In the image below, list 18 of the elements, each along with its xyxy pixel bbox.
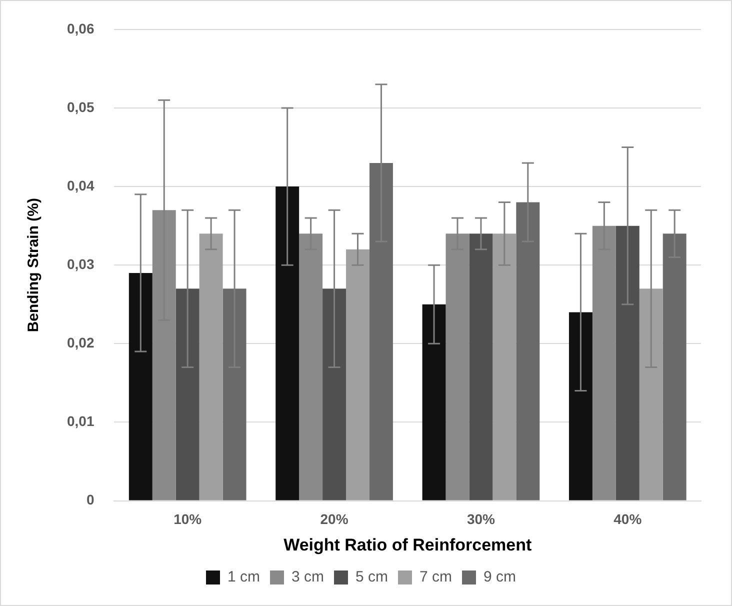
x-tick-label: 30% — [466, 511, 496, 528]
y-tick-label: 0,05 — [67, 98, 94, 115]
y-tick-label: 0,03 — [67, 256, 94, 272]
legend-label: 7 cm — [420, 568, 452, 586]
y-tick-label: 0,04 — [67, 177, 94, 194]
y-tick-label: 0 — [86, 492, 94, 508]
x-axis-title: Weight Ratio of Reinforcement — [284, 535, 532, 554]
y-axis-title: Bending Strain (%) — [25, 198, 42, 332]
legend-label: 5 cm — [356, 568, 388, 586]
legend-label: 1 cm — [227, 568, 260, 586]
y-tick-label: 0,02 — [67, 334, 94, 351]
y-tick-label: 0,01 — [67, 413, 94, 430]
x-tick-label: 20% — [320, 511, 349, 528]
x-tick-label: 10% — [174, 511, 202, 528]
x-tick-label: 40% — [614, 511, 642, 528]
legend-label: 9 cm — [484, 568, 516, 586]
legend-label: 3 cm — [291, 568, 324, 586]
y-tick-label: 0,06 — [67, 20, 94, 36]
